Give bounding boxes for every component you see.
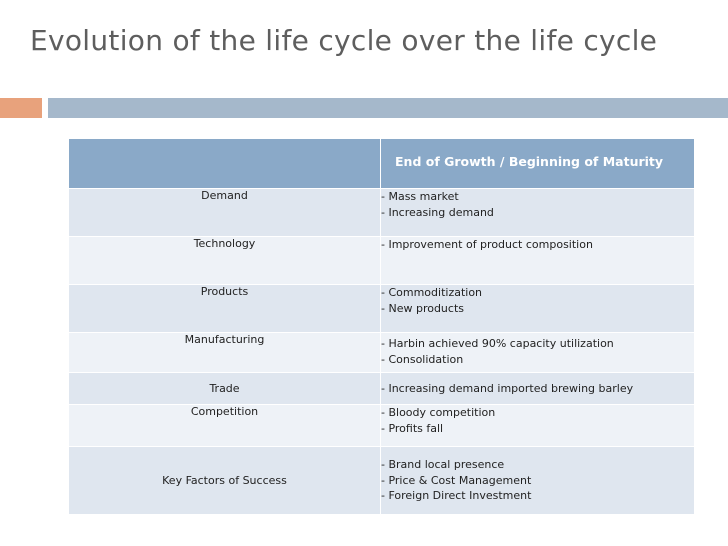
detail-line: - Improvement of product composition [381, 238, 593, 251]
detail-line: - Increasing demand imported brewing bar… [381, 381, 634, 395]
factor-cell: Manufacturing [68, 332, 381, 373]
table-row: Technology - Improvement of product comp… [68, 236, 695, 285]
detail-line: - Profits fall [381, 421, 444, 435]
detail-line: - Bloody competition [381, 406, 496, 419]
detail-line: - Consolidation [381, 352, 464, 366]
table-row: Key Factors of Success - Brand local pre… [68, 446, 695, 515]
table-row: Manufacturing - Harbin achieved 90% capa… [68, 332, 695, 373]
detail-cell: - Bloody competition - Profits fall [380, 404, 695, 447]
detail-line: - Mass market [381, 190, 459, 203]
detail-cell: - Commoditization - New products [380, 284, 695, 333]
factor-cell: Competition [68, 404, 381, 447]
detail-line: - Commoditization [381, 286, 483, 299]
detail-cell: - Improvement of product composition [380, 236, 695, 285]
table-header-row: End of Growth / Beginning of Maturity [68, 138, 695, 189]
accent-bar-orange [0, 98, 42, 118]
detail-line: - Price & Cost Management [381, 473, 532, 487]
detail-cell: - Mass market - Increasing demand [380, 188, 695, 237]
accent-bar-blue [48, 98, 728, 118]
factor-cell: Key Factors of Success [68, 446, 381, 515]
table-row: Trade - Increasing demand imported brewi… [68, 372, 695, 405]
factor-cell: Trade [68, 372, 381, 405]
detail-line: - Brand local presence [381, 458, 505, 472]
detail-line: - Harbin achieved 90% capacity utilizati… [381, 337, 614, 350]
detail-line: - New products [381, 301, 464, 315]
detail-cell: - Brand local presence - Price & Cost Ma… [380, 446, 695, 515]
factor-cell: Technology [68, 236, 381, 285]
detail-line: - Increasing demand [381, 205, 494, 219]
detail-cell: - Harbin achieved 90% capacity utilizati… [380, 332, 695, 373]
table-row: Demand - Mass market - Increasing demand [68, 188, 695, 237]
slide-title: Evolution of the life cycle over the lif… [30, 24, 658, 57]
factor-cell: Products [68, 284, 381, 333]
table-row: Products - Commoditization - New product… [68, 284, 695, 333]
header-cell-empty [68, 138, 381, 189]
factor-cell: Demand [68, 188, 381, 237]
life-cycle-table: End of Growth / Beginning of Maturity De… [68, 138, 695, 515]
detail-cell: - Increasing demand imported brewing bar… [380, 372, 695, 405]
detail-line: - Foreign Direct Investment [381, 489, 532, 503]
header-cell-stage: End of Growth / Beginning of Maturity [380, 138, 695, 189]
table-row: Competition - Bloody competition - Profi… [68, 404, 695, 447]
